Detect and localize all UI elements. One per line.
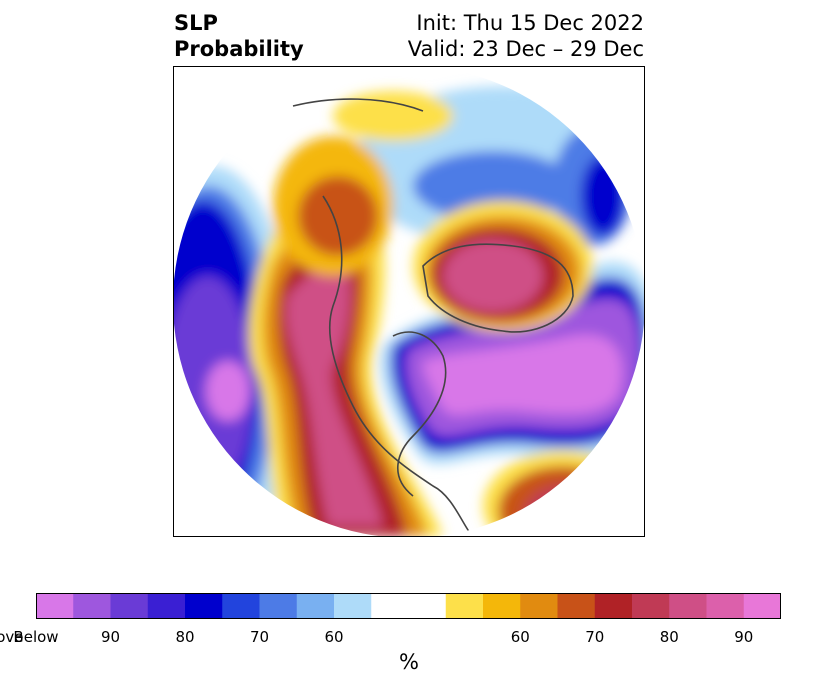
probability-field	[173, 66, 645, 537]
title-right: Init: Thu 15 Dec 2022 Valid: 23 Dec – 29…	[408, 10, 644, 62]
colorbar-segment	[371, 593, 447, 619]
colorbar-tick-label: 90	[734, 628, 754, 646]
colorbar-segment	[743, 593, 781, 619]
colorbar-tick-label: 90	[100, 628, 121, 646]
colorbar-segment	[334, 593, 372, 619]
colorbar-segment	[296, 593, 335, 619]
colorbar-tick-label: 60	[510, 628, 530, 646]
colorbar-segment	[594, 593, 633, 619]
colorbar-segment	[706, 593, 745, 619]
colorbar-segment	[73, 593, 111, 619]
colorbar-segment	[110, 593, 149, 619]
colorbar-segment	[445, 593, 484, 619]
title-left: SLP Probability	[174, 10, 304, 62]
colorbar-segment	[222, 593, 260, 619]
colorbar-segment	[185, 593, 223, 619]
colorbar-tick-label: 70	[585, 628, 605, 646]
colorbar-segment	[669, 593, 707, 619]
colorbar-tick-label: 80	[659, 628, 679, 646]
colorbar	[36, 593, 781, 619]
colorbar-tick-label: 80	[175, 628, 195, 646]
colorbar-segment	[483, 593, 521, 619]
colorbar-tick-label: 70	[249, 628, 270, 646]
colorbar-unit-label: %	[399, 650, 419, 674]
colorbar-segment	[632, 593, 670, 619]
colorbar-segment	[147, 593, 186, 619]
init-date: Init: Thu 15 Dec 2022	[416, 11, 644, 35]
colorbar-tick-label: Below	[13, 628, 59, 646]
title-product: Probability	[174, 37, 304, 61]
coastlines	[292, 98, 574, 537]
valid-range: Valid: 23 Dec – 29 Dec	[407, 37, 644, 61]
colorbar-tick-label: 60	[324, 628, 344, 646]
colorbar-segment	[520, 593, 558, 619]
colorbar-border	[36, 593, 781, 619]
colorbar-tick-label: Above	[0, 628, 24, 646]
map-frame	[173, 66, 645, 537]
colorbar-segment	[259, 593, 298, 619]
colorbar-segment	[557, 593, 596, 619]
probability-map	[173, 66, 645, 537]
colorbar-segment	[36, 593, 74, 619]
title-variable: SLP	[174, 11, 218, 35]
